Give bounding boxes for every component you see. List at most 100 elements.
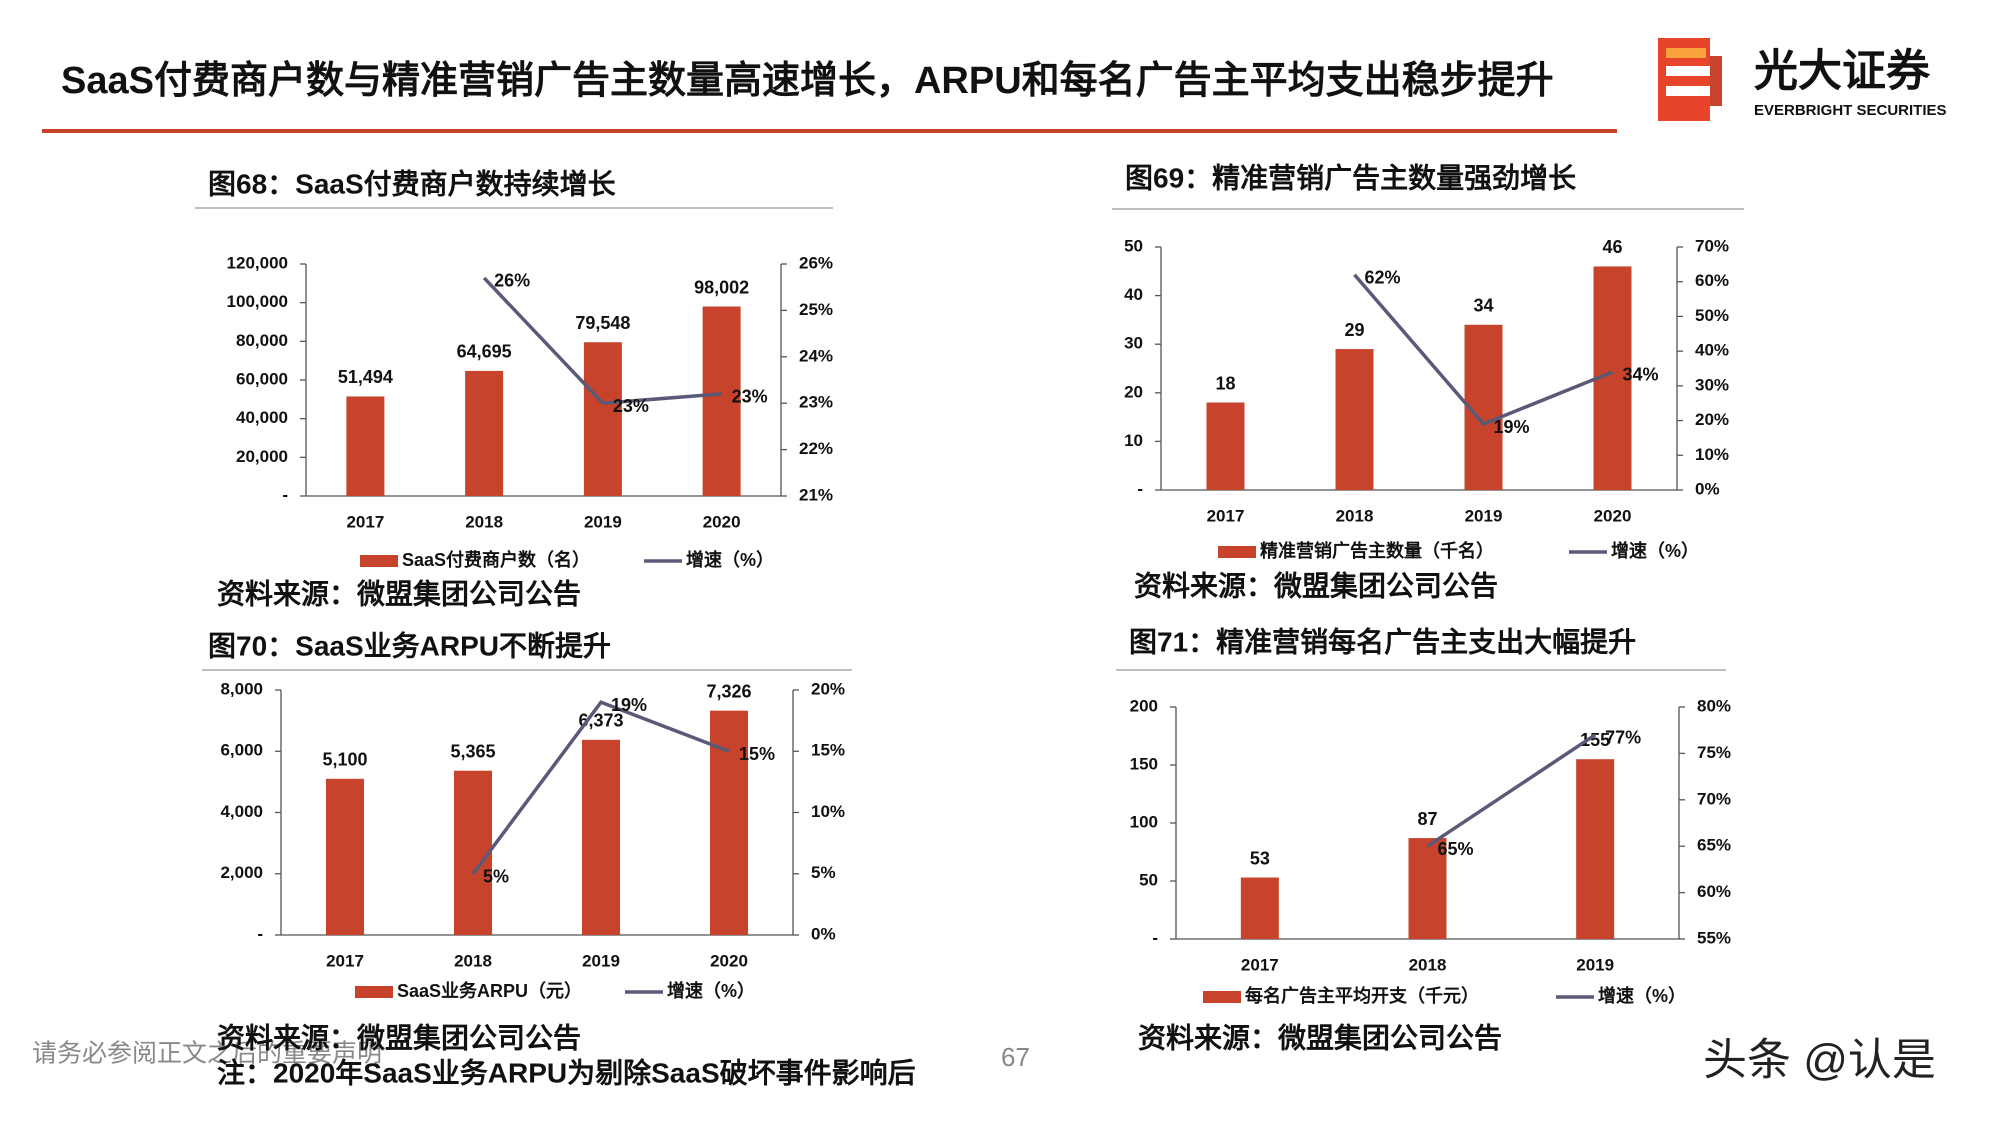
y-tick-label: 200 <box>1130 696 1158 715</box>
y2-tick-label: 20% <box>811 679 845 698</box>
line <box>1353 273 1614 427</box>
line-value-label: 19% <box>611 695 647 715</box>
bar <box>454 770 492 935</box>
y-tick-label: - <box>257 924 263 943</box>
y2-tick-label: 10% <box>811 802 845 821</box>
legend-label: SaaS付费商户数（名） <box>402 549 590 570</box>
y2-tick-label: 0% <box>1695 479 1720 498</box>
bar-value-label: 98,002 <box>694 277 749 297</box>
y-tick-label: - <box>282 485 288 504</box>
legend-label: 增速（%） <box>686 549 774 570</box>
y2-tick-label: 70% <box>1697 789 1731 808</box>
line-value-label: 34% <box>1623 365 1659 385</box>
y-tick-label: 4,000 <box>220 802 263 821</box>
y2-tick-label: 26% <box>799 253 833 272</box>
bar-value-label: 5,100 <box>322 750 367 770</box>
title-rule <box>42 129 1617 133</box>
y-tick-label: 60,000 <box>236 369 288 388</box>
y-tick-label: 50 <box>1139 870 1158 889</box>
chart-title: 图68：SaaS付费商户数持续增长 <box>208 167 616 199</box>
y-tick-label: 80,000 <box>236 331 288 350</box>
legend-label: 增速（%） <box>1611 540 1699 561</box>
bar <box>326 778 364 935</box>
y-tick-label: 10 <box>1124 431 1143 450</box>
y2-tick-label: 25% <box>799 300 833 319</box>
legend-label: 增速（%） <box>1598 985 1686 1006</box>
legend-swatch <box>1203 991 1241 1003</box>
source-note: 资料来源：微盟集团公司公告 <box>1138 1022 1502 1053</box>
line-value-label: 77% <box>1605 728 1641 748</box>
y2-tick-label: 70% <box>1695 236 1729 255</box>
y-tick-label: 100,000 <box>227 292 288 311</box>
legend-swatch <box>1218 546 1256 558</box>
line-value-label: 62% <box>1365 268 1401 288</box>
x-tick-label: 2018 <box>1336 506 1374 525</box>
bar-value-label: 5,365 <box>450 741 495 761</box>
y-tick-label: 6,000 <box>220 741 263 760</box>
line <box>482 276 722 406</box>
bar <box>1335 349 1374 490</box>
legend-swatch <box>355 986 393 998</box>
legend-label: SaaS业务ARPU（元） <box>397 980 582 1001</box>
x-tick-label: 2017 <box>346 512 384 531</box>
chart-title: 图71：精准营销每名广告主支出大幅提升 <box>1129 625 1636 657</box>
legend-label: 每名广告主平均开支（千元） <box>1245 985 1479 1006</box>
line-value-label: 15% <box>739 744 775 764</box>
x-tick-label: 2018 <box>454 951 492 970</box>
logo-mark <box>1658 38 1722 121</box>
bar-value-label: 87 <box>1417 809 1437 829</box>
y2-tick-label: 20% <box>1695 410 1729 429</box>
bar <box>1408 838 1447 939</box>
legend-label: 精准营销广告主数量（千名） <box>1260 540 1494 561</box>
y-tick-label: 50 <box>1124 236 1143 255</box>
bar <box>465 370 504 496</box>
x-tick-label: 2019 <box>1576 955 1614 974</box>
line-value-label: 65% <box>1438 839 1474 859</box>
y-tick-label: 40 <box>1124 285 1143 304</box>
chart-title: 图70：SaaS业务ARPU不断提升 <box>208 629 611 661</box>
y2-tick-label: 22% <box>799 439 833 458</box>
source-note: 资料来源：微盟集团公司公告 <box>217 578 581 609</box>
x-tick-label: 2020 <box>1594 506 1632 525</box>
x-tick-label: 2017 <box>1207 506 1245 525</box>
source-note: 资料来源：微盟集团公司公告 <box>217 1022 581 1053</box>
bar-value-label: 79,548 <box>575 313 630 333</box>
bar-value-label: 46 <box>1602 237 1622 257</box>
y-tick-label: 20 <box>1124 382 1143 401</box>
y-tick-label: 40,000 <box>236 408 288 427</box>
y-tick-label: 120,000 <box>227 253 288 272</box>
y2-tick-label: 60% <box>1697 882 1731 901</box>
x-tick-label: 2020 <box>703 512 741 531</box>
legend-swatch <box>360 555 398 567</box>
y2-tick-label: 75% <box>1697 743 1731 762</box>
y2-tick-label: 55% <box>1697 928 1731 947</box>
y2-tick-label: 30% <box>1695 375 1729 394</box>
y2-tick-label: 80% <box>1697 696 1731 715</box>
y2-tick-label: 65% <box>1697 836 1731 855</box>
bar <box>1576 759 1615 939</box>
y-tick-label: 100 <box>1130 812 1158 831</box>
bar-value-label: 18 <box>1215 373 1235 393</box>
y2-tick-label: 21% <box>799 485 833 504</box>
bar <box>702 306 741 496</box>
y2-tick-label: 60% <box>1695 271 1729 290</box>
line <box>1426 733 1597 848</box>
y2-tick-label: 23% <box>799 393 833 412</box>
y-tick-label: 150 <box>1130 754 1158 773</box>
bar <box>582 739 620 935</box>
watermark: 头条 @认是 <box>1703 1036 1936 1085</box>
logo-text: 光大证券 <box>1754 47 1931 96</box>
x-tick-label: 2020 <box>710 951 748 970</box>
footnote: 注：2020年SaaS业务ARPU为剔除SaaS破坏事件影响后 <box>217 1056 916 1088</box>
bar-value-label: 155 <box>1580 730 1610 750</box>
bar-value-label: 7,326 <box>706 681 751 701</box>
x-tick-label: 2019 <box>1465 506 1503 525</box>
line-value-label: 19% <box>1494 417 1530 437</box>
y2-tick-label: 10% <box>1695 445 1729 464</box>
bar-value-label: 34 <box>1473 296 1493 316</box>
bar <box>583 342 622 496</box>
bar-value-label: 64,695 <box>457 342 512 362</box>
line <box>471 700 730 875</box>
